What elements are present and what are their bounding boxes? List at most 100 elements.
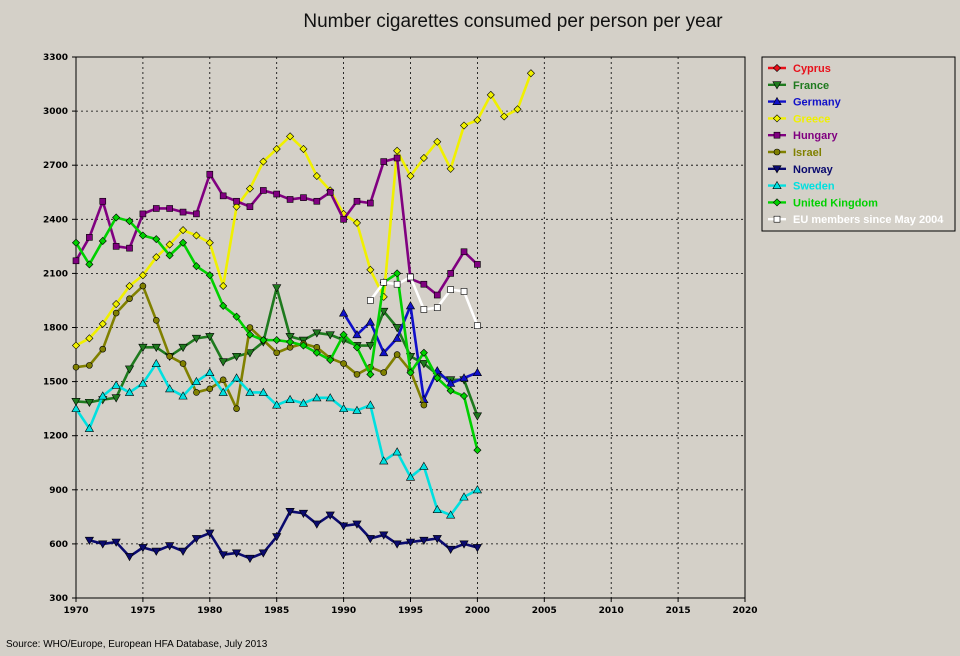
series-greece [71,69,535,350]
data-point-israel [112,309,120,317]
legend-swatch-marker [772,114,782,123]
data-point-united-kingdom [459,392,469,401]
x-tick-label: 2005 [532,606,557,616]
data-point-israel [340,360,347,367]
data-point-eu-members-since-may-2004 [420,306,428,313]
legend-item-united-kingdom: United Kingdom [768,197,878,209]
legend-swatch-marker [772,165,782,174]
data-point-hungary [367,199,374,207]
data-point-united-kingdom [406,368,415,377]
data-point-germany [459,373,469,382]
data-point-sweden [272,400,282,409]
legend-swatch-marker [773,215,781,223]
y-tick-label: 600 [49,540,68,550]
series-germany [338,301,483,404]
data-point-united-kingdom [393,269,402,278]
data-point-germany [405,301,416,310]
source-note: Source: WHO/Europe, European HFA Databas… [6,639,268,650]
data-point-greece [112,300,121,309]
data-point-israel [420,401,428,409]
data-point-greece [245,184,254,193]
legend-label: United Kingdom [793,197,878,209]
series-norway [84,508,483,564]
x-tick-label: 2010 [599,606,624,616]
data-point-united-kingdom [112,213,121,222]
data-point-sweden [472,485,483,494]
data-point-israel [86,362,93,369]
data-point-greece [125,281,134,291]
data-point-sweden [298,398,309,407]
x-tick-label: 2000 [465,606,490,616]
data-point-greece [179,226,188,235]
data-point-united-kingdom [433,373,442,383]
data-point-france [124,365,135,374]
legend-label: France [793,80,829,92]
data-point-norway [459,540,469,549]
data-point-united-kingdom [366,370,375,379]
data-point-hungary [99,197,107,205]
data-point-france [205,333,215,342]
y-tick-label: 2700 [43,161,68,171]
legend-swatch-marker [772,63,782,73]
data-point-greece [85,334,94,343]
data-point-hungary [152,205,160,212]
data-point-sweden [325,393,335,402]
data-point-sweden [205,367,215,376]
data-point-united-kingdom [71,238,81,247]
data-point-norway [151,547,161,556]
data-point-greece [433,137,442,146]
legend-label: Israel [793,147,822,159]
data-point-hungary [313,197,321,205]
legend-swatch-marker [773,148,781,156]
data-point-eu-members-since-may-2004 [447,286,454,293]
data-point-eu-members-since-may-2004 [393,280,401,288]
data-point-greece [459,121,469,130]
data-point-norway [124,553,135,562]
data-point-germany [338,308,349,317]
data-point-hungary [460,248,468,256]
data-point-germany [446,378,456,387]
data-point-sweden [459,492,469,501]
data-point-greece [299,144,308,153]
data-point-hungary [139,210,147,218]
data-point-eu-members-since-may-2004 [367,297,374,304]
series-united-kingdom [71,213,482,455]
data-point-united-kingdom [299,341,308,350]
data-point-france [392,324,402,333]
y-tick-label: 1800 [43,324,68,334]
data-point-united-kingdom [219,301,228,310]
data-point-israel [193,389,200,396]
data-point-united-kingdom [312,348,321,357]
data-point-germany [392,333,402,342]
data-point-sweden [446,510,456,519]
legend-label: Sweden [793,181,835,193]
data-point-eu-members-since-may-2004 [380,279,388,286]
data-point-israel [273,349,281,357]
data-point-norway [178,547,188,556]
data-point-norway [138,544,148,553]
data-point-norway [325,511,335,520]
data-point-eu-members-since-may-2004 [460,288,468,295]
data-point-eu-members-since-may-2004 [407,273,414,281]
data-point-hungary [179,208,187,216]
data-point-sweden [392,447,402,456]
data-point-norway [84,536,94,545]
legend-swatch-marker [773,131,781,139]
data-point-greece [259,157,268,166]
data-point-norway [111,538,121,547]
data-point-hungary [260,187,267,194]
data-point-hungary [447,270,454,277]
data-point-greece [232,202,241,211]
data-point-greece [406,171,415,181]
data-point-israel [179,360,187,367]
data-point-norway [165,542,175,551]
data-point-united-kingdom [272,336,281,345]
data-point-norway [379,531,389,540]
data-point-hungary [112,243,120,250]
data-point-israel [166,353,173,360]
data-point-united-kingdom [138,231,147,240]
data-point-united-kingdom [205,271,214,280]
data-point-sweden [178,391,188,400]
data-point-hungary [340,216,347,223]
data-point-united-kingdom [446,386,455,395]
